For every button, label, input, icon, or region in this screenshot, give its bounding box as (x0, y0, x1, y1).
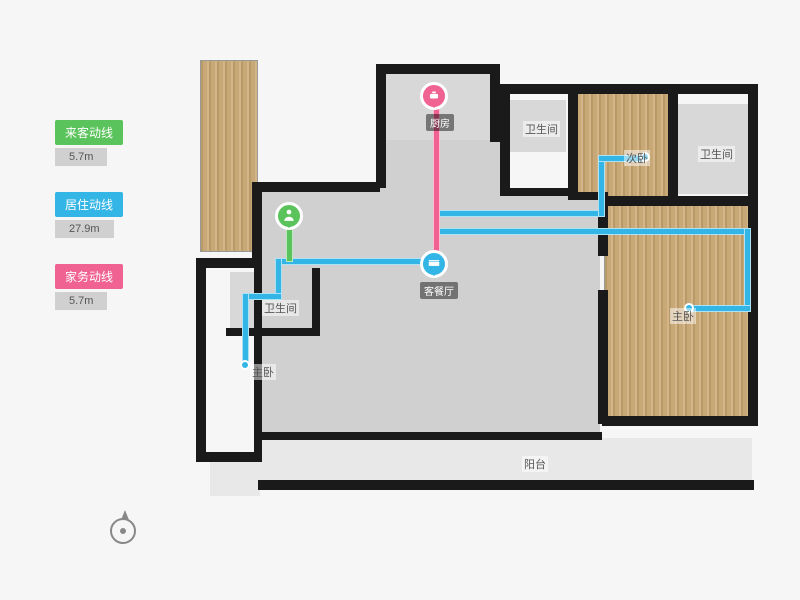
legend-value: 5.7m (55, 148, 107, 166)
path-living (433, 228, 751, 235)
marker-entrance (275, 202, 303, 230)
legend-label: 家务动线 (55, 264, 123, 289)
marker-label-living: 客餐厅 (420, 282, 458, 299)
room-label: 阳台 (522, 456, 548, 472)
room-secondary (574, 84, 670, 198)
compass-icon (105, 510, 141, 546)
path-living (275, 258, 440, 265)
room-label: 卫生间 (698, 146, 735, 162)
legend-item-guest: 来客动线 5.7m (55, 120, 123, 166)
legend-label: 来客动线 (55, 120, 123, 145)
room-patch (210, 456, 260, 496)
person-icon (282, 208, 296, 225)
room-master-left (200, 60, 258, 252)
marker-label-kitchen: 厨房 (426, 114, 454, 131)
legend-value: 27.9m (55, 220, 114, 238)
room-label: 卫生间 (262, 300, 299, 316)
room-label: 卫生间 (523, 121, 560, 137)
marker-living (420, 250, 448, 278)
path-living (242, 293, 249, 365)
legend-item-housework: 家务动线 5.7m (55, 264, 123, 310)
room-label: 主卧 (250, 364, 276, 380)
path-living (598, 155, 605, 217)
room-label: 主卧 (670, 308, 696, 324)
room-balcony (260, 438, 752, 484)
marker-kitchen (420, 82, 448, 110)
path-node (240, 360, 250, 370)
legend-label: 居住动线 (55, 192, 123, 217)
path-living (433, 210, 605, 217)
path-living (688, 305, 751, 312)
pot-icon (427, 88, 441, 105)
room-label: 次卧 (624, 150, 650, 166)
bed-icon (427, 256, 441, 273)
legend-item-living: 居住动线 27.9m (55, 192, 123, 238)
legend-panel: 来客动线 5.7m 居住动线 27.9m 家务动线 5.7m (55, 120, 123, 336)
path-living (744, 228, 751, 312)
legend-value: 5.7m (55, 292, 107, 310)
floorplan: 厨房 客餐厅 卫生间 次卧 卫生间 主卧 卫生间 主卧 阳台 (200, 60, 770, 520)
